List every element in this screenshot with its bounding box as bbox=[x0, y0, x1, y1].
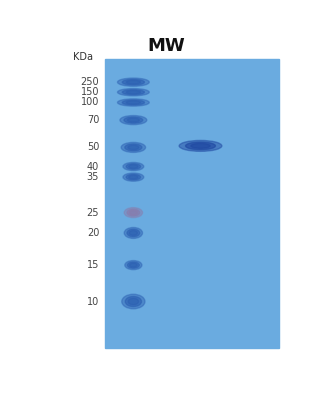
Ellipse shape bbox=[122, 100, 145, 105]
Ellipse shape bbox=[125, 260, 142, 269]
Ellipse shape bbox=[125, 144, 142, 151]
Ellipse shape bbox=[191, 143, 210, 148]
Ellipse shape bbox=[127, 209, 140, 216]
Ellipse shape bbox=[123, 162, 144, 171]
Text: 100: 100 bbox=[81, 97, 99, 108]
Text: 40: 40 bbox=[87, 162, 99, 171]
Text: 10: 10 bbox=[87, 297, 99, 307]
Ellipse shape bbox=[128, 145, 139, 150]
Ellipse shape bbox=[126, 101, 140, 104]
Ellipse shape bbox=[122, 89, 145, 95]
Text: MW: MW bbox=[147, 37, 185, 55]
Ellipse shape bbox=[124, 208, 142, 217]
Text: 25: 25 bbox=[87, 208, 99, 217]
Ellipse shape bbox=[117, 99, 149, 106]
Text: 15: 15 bbox=[87, 260, 99, 270]
Ellipse shape bbox=[129, 165, 138, 168]
Ellipse shape bbox=[129, 263, 137, 267]
Bar bbox=[105, 59, 279, 348]
Text: 35: 35 bbox=[87, 172, 99, 182]
Ellipse shape bbox=[179, 140, 222, 151]
Ellipse shape bbox=[120, 115, 147, 125]
Text: 250: 250 bbox=[81, 77, 99, 87]
Ellipse shape bbox=[121, 142, 146, 152]
Text: 150: 150 bbox=[81, 87, 99, 97]
Ellipse shape bbox=[122, 79, 145, 85]
Ellipse shape bbox=[126, 164, 140, 169]
Ellipse shape bbox=[126, 174, 140, 180]
Text: 70: 70 bbox=[87, 115, 99, 125]
Ellipse shape bbox=[129, 175, 138, 179]
Text: 20: 20 bbox=[87, 228, 99, 238]
Ellipse shape bbox=[126, 80, 140, 84]
Ellipse shape bbox=[126, 91, 140, 94]
Ellipse shape bbox=[123, 173, 144, 181]
Ellipse shape bbox=[127, 118, 140, 122]
Ellipse shape bbox=[124, 117, 143, 123]
Ellipse shape bbox=[122, 294, 145, 309]
Ellipse shape bbox=[128, 298, 139, 305]
Ellipse shape bbox=[127, 229, 140, 237]
Ellipse shape bbox=[129, 230, 137, 235]
Ellipse shape bbox=[117, 78, 149, 86]
Ellipse shape bbox=[117, 89, 149, 96]
Ellipse shape bbox=[127, 262, 139, 268]
Ellipse shape bbox=[186, 142, 215, 150]
Ellipse shape bbox=[124, 227, 142, 238]
Text: 50: 50 bbox=[87, 142, 99, 152]
Ellipse shape bbox=[125, 296, 141, 307]
Ellipse shape bbox=[129, 210, 137, 215]
Text: KDa: KDa bbox=[73, 52, 93, 63]
